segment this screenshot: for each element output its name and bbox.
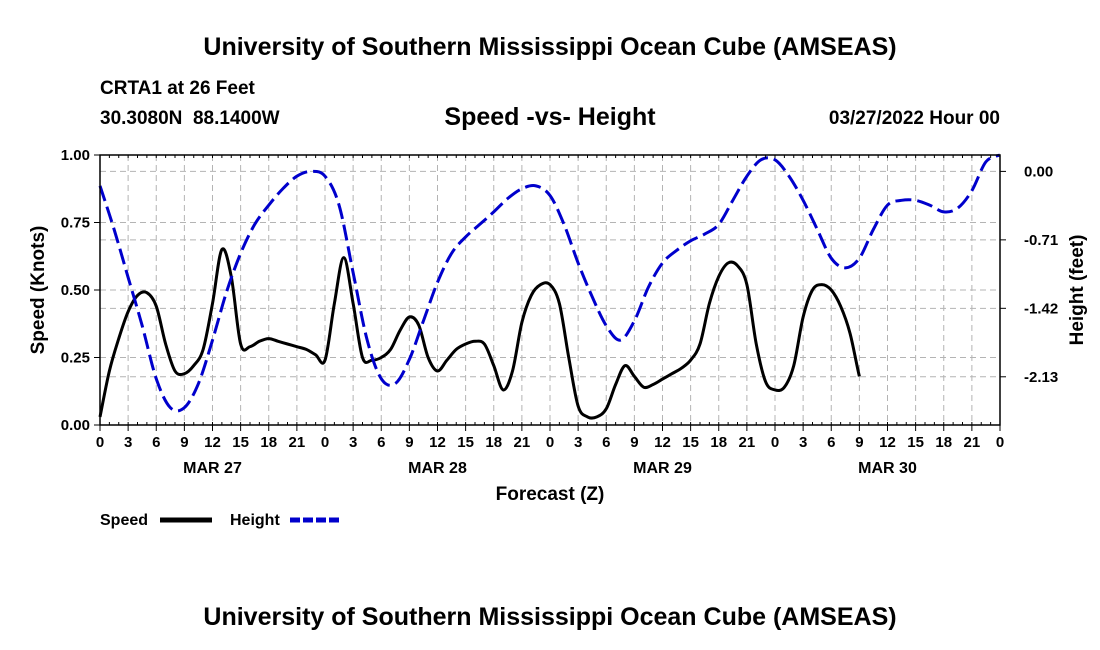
x-tick-label: 15 [232, 434, 249, 451]
series-line-speed [98, 247, 861, 420]
axes: 0 3 6 9 12 15 18 21 0 3 6 9 12 15 18 21 0 3 6 9 12 15 18 21 0 3 6 9… [61, 147, 1058, 477]
y-left-tick-label: 0.25 [61, 350, 90, 367]
series-lines [98, 153, 1001, 420]
x-tick-label: 6 [602, 434, 610, 451]
x-tick-label: 9 [405, 434, 413, 451]
y-right-tick-label: -2.13 [1024, 369, 1058, 386]
chart-title: University of Southern Mississippi Ocean… [203, 33, 896, 61]
y-axis-right-label: Height (feet) [1067, 235, 1088, 346]
x-tick-label: 12 [654, 434, 671, 451]
footer-title: University of Southern Mississippi Ocean… [203, 603, 896, 631]
x-tick-label: 21 [289, 434, 306, 451]
y-left-tick-label: 0.00 [61, 417, 90, 434]
x-tick-label: 0 [771, 434, 779, 451]
y-left-tick-label: 0.50 [61, 282, 90, 299]
x-tick-label: 18 [260, 434, 277, 451]
legend: Speed Height [100, 512, 342, 529]
x-tick-label: 3 [574, 434, 582, 451]
legend-label-height: Height [230, 512, 280, 529]
x-date-label: MAR 30 [858, 460, 917, 477]
x-tick-label: 21 [964, 434, 981, 451]
x-tick-label: 6 [827, 434, 835, 451]
y-right-tick-label: -1.42 [1024, 300, 1058, 317]
x-tick-label: 18 [485, 434, 502, 451]
y-right-tick-label: -0.71 [1024, 232, 1058, 249]
chart-subtitle: Speed -vs- Height [444, 103, 656, 131]
x-tick-label: 0 [546, 434, 554, 451]
x-date-label: MAR 28 [408, 460, 467, 477]
x-tick-label: 9 [630, 434, 638, 451]
station-coords: 30.3080N 88.1400W [100, 108, 280, 129]
x-tick-label: 0 [96, 434, 104, 451]
x-tick-label: 9 [855, 434, 863, 451]
x-axis-label: Forecast (Z) [496, 484, 605, 505]
x-tick-label: 15 [682, 434, 699, 451]
y-left-tick-label: 1.00 [61, 147, 90, 164]
legend-label-speed: Speed [100, 512, 148, 529]
x-tick-label: 21 [514, 434, 531, 451]
x-tick-label: 12 [879, 434, 896, 451]
x-tick-label: 18 [710, 434, 727, 451]
x-tick-label: 15 [457, 434, 474, 451]
x-tick-label: 18 [935, 434, 952, 451]
grid [100, 155, 1000, 425]
y-axis-left-label: Speed (Knots) [28, 226, 49, 355]
x-tick-label: 6 [377, 434, 385, 451]
x-tick-label: 9 [180, 434, 188, 451]
y-left-tick-label: 0.75 [61, 215, 90, 232]
x-date-label: MAR 29 [633, 460, 692, 477]
run-time: 03/27/2022 Hour 00 [829, 108, 1000, 129]
series-line-height [98, 153, 1001, 413]
x-tick-label: 12 [429, 434, 446, 451]
x-tick-label: 3 [124, 434, 132, 451]
x-tick-label: 0 [321, 434, 329, 451]
station-name: CRTA1 at 26 Feet [100, 78, 256, 99]
x-tick-label: 6 [152, 434, 160, 451]
y-right-tick-label: 0.00 [1024, 163, 1053, 180]
x-tick-label: 3 [799, 434, 807, 451]
x-tick-label: 21 [739, 434, 756, 451]
x-tick-label: 15 [907, 434, 924, 451]
x-tick-label: 3 [349, 434, 357, 451]
x-tick-label: 12 [204, 434, 221, 451]
x-date-label: MAR 27 [183, 460, 242, 477]
x-tick-label: 0 [996, 434, 1004, 451]
